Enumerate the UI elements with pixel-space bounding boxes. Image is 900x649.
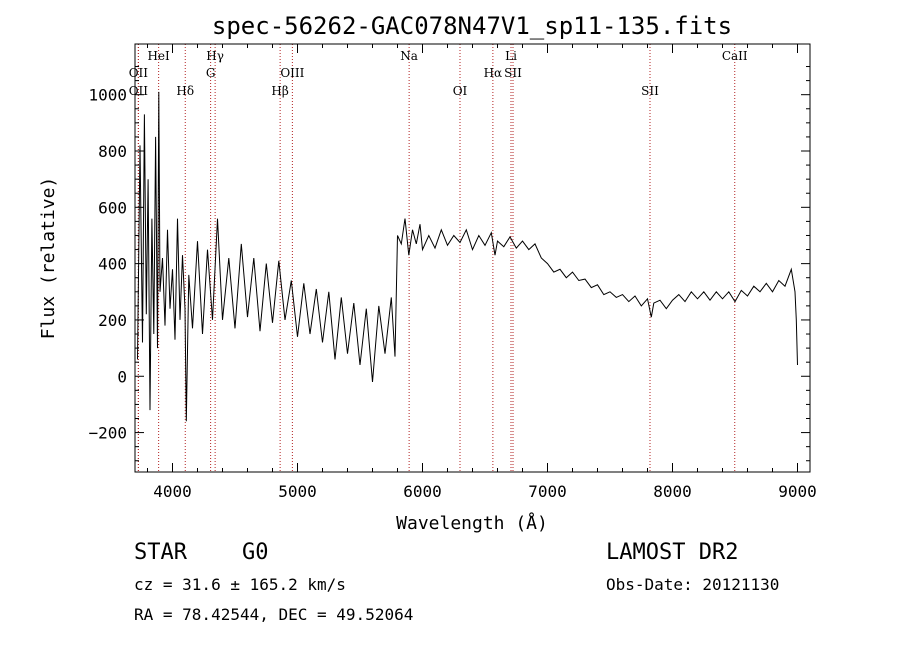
line-label-11: Li: [505, 49, 517, 63]
line-label-6: Hβ: [271, 84, 288, 98]
line-label-9: OI: [453, 84, 468, 98]
line-label-0: OII: [129, 66, 149, 80]
line-label-3: Hδ: [176, 84, 194, 98]
line-label-4: Hγ: [206, 49, 224, 63]
x-tick-label: 4000: [153, 482, 192, 501]
x-tick-label: 6000: [403, 482, 442, 501]
x-axis: 4000 5000 6000 7000 8000 9000: [147, 44, 817, 501]
y-tick-label: 400: [98, 255, 127, 274]
x-axis-label: Wavelength (Å): [396, 512, 548, 534]
y-tick-label: 800: [98, 142, 127, 161]
line-label-7: OIII: [280, 66, 304, 80]
y-tick-label: 1000: [88, 86, 127, 105]
line-label-10: Hα: [484, 66, 503, 80]
y-tick-label: 0: [117, 367, 127, 386]
coordinates-text: RA = 78.42544, DEC = 49.52064: [134, 605, 413, 624]
chart-title: spec-56262-GAC078N47V1_sp11-135.fits: [212, 12, 732, 40]
line-label-13: SII: [641, 84, 659, 98]
spectrum-line: [137, 91, 798, 422]
x-tick-label: 7000: [528, 482, 567, 501]
subclass-label: G0: [242, 540, 269, 565]
line-label-2: HeI: [147, 49, 170, 63]
y-axis: −200 0 200 400 600 800 1000: [88, 66, 810, 462]
line-label-14: CaII: [722, 49, 748, 63]
y-tick-label: −200: [88, 424, 127, 443]
survey-label: LAMOST DR2: [606, 540, 738, 565]
spectral-line-markers: [137, 44, 736, 472]
line-label-5: G: [206, 66, 216, 80]
obs-date-text: Obs-Date: 20121130: [606, 575, 779, 594]
y-tick-label: 200: [98, 311, 127, 330]
x-tick-label: 9000: [778, 482, 817, 501]
line-label-1: OII: [129, 84, 149, 98]
line-label-12: SII: [504, 66, 522, 80]
x-tick-label: 8000: [653, 482, 692, 501]
redshift-text: cz = 31.6 ± 165.2 km/s: [134, 575, 346, 594]
y-tick-label: 600: [98, 198, 127, 217]
x-tick-label: 5000: [278, 482, 317, 501]
plot-frame: [134, 43, 811, 473]
y-axis-label: Flux (relative): [38, 177, 59, 340]
class-label: STAR: [134, 540, 188, 565]
line-label-8: Na: [400, 49, 418, 63]
